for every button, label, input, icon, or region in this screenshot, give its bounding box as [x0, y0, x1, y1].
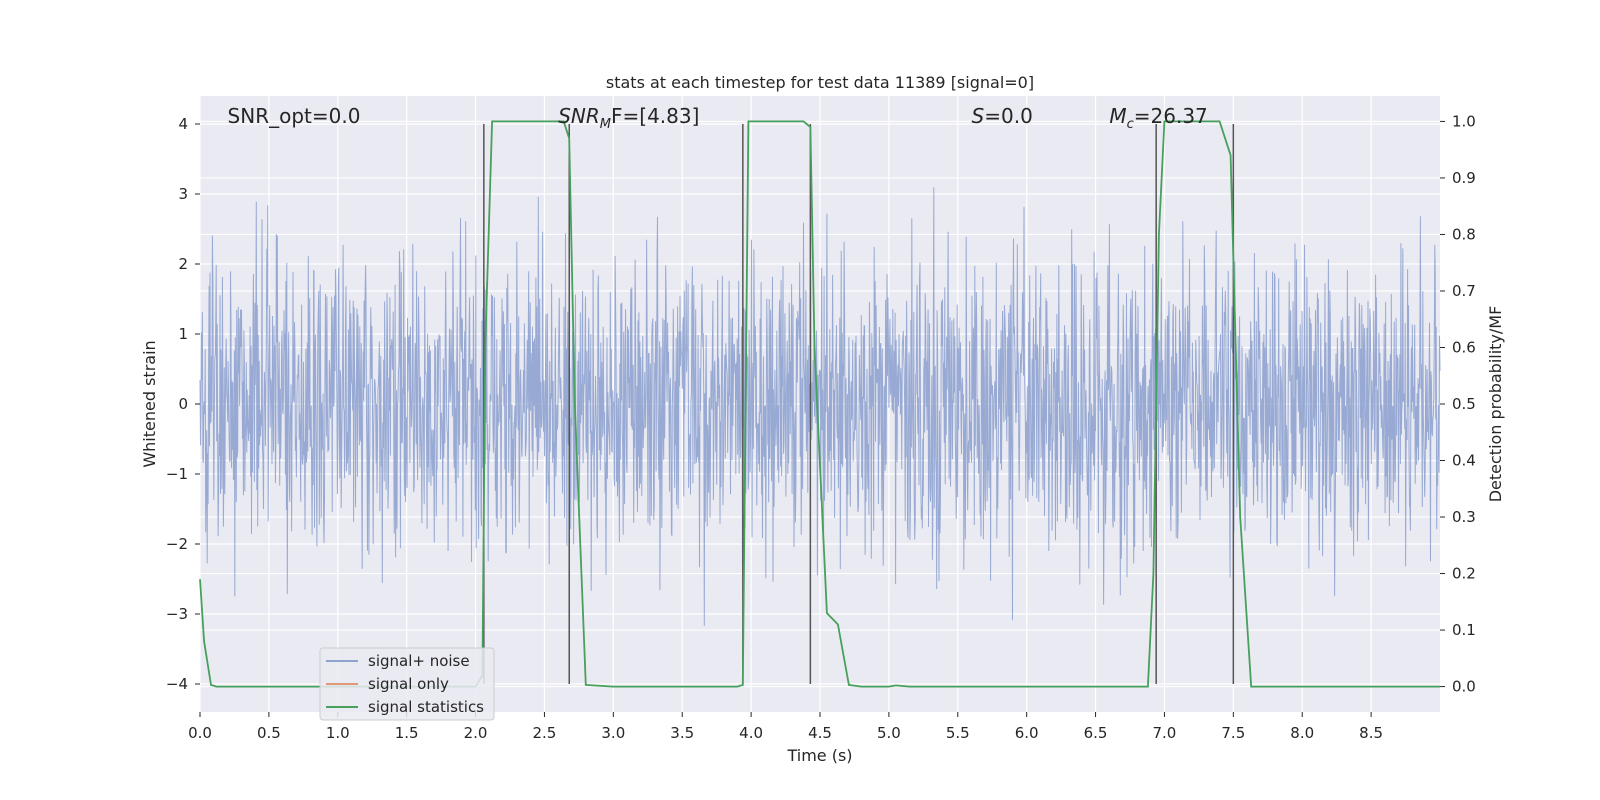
x-axis-ticks: 0.0 0.5 1.0 1.5 2.0 2.5 3.0 3.5 4.0 4.5 5.0 5.5 6.0 6…: [188, 712, 1383, 742]
annotation-snr-mf: SNRMF=[4.83]: [558, 104, 699, 132]
annotation-text: F=[4.83]: [611, 104, 699, 128]
y-tick-label: 0: [178, 395, 188, 413]
y2-tick-label: 0.1: [1452, 621, 1476, 639]
x-tick-label: 2.5: [533, 724, 557, 742]
y-tick-label: −3: [166, 605, 188, 623]
annotation-italic: M: [1109, 104, 1126, 128]
y-tick-label: 4: [178, 115, 188, 133]
x-tick-label: 5.5: [946, 724, 970, 742]
legend-label-signal-only: signal only: [368, 675, 449, 693]
x-tick-label: 2.0: [464, 724, 488, 742]
y-tick-label: −2: [166, 535, 188, 553]
x-tick-label: 7.5: [1221, 724, 1245, 742]
y2-tick-label: 0.4: [1452, 452, 1476, 470]
annotations: SNR_opt=0.0 SNRMF=[4.83] S=0.0 Mc=26.37: [228, 104, 1208, 132]
annotation-snr-opt: SNR_opt=0.0: [228, 104, 361, 128]
annotation-text: =0.0: [984, 104, 1033, 128]
x-tick-label: 1.5: [395, 724, 419, 742]
annotation-text: SNR_opt=0.0: [228, 104, 361, 128]
x-tick-label: 4.5: [808, 724, 832, 742]
y2-tick-label: 0.2: [1452, 565, 1476, 583]
chart-title: stats at each timestep for test data 113…: [606, 73, 1034, 92]
x-tick-label: 7.0: [1153, 724, 1177, 742]
annotation-italic: S: [972, 104, 985, 128]
annotation-text: =26.37: [1134, 104, 1208, 128]
legend-box: [319, 647, 495, 721]
y-tick-label: −1: [166, 465, 188, 483]
annotation-subscript: c: [1127, 117, 1134, 132]
y-tick-label: 1: [178, 325, 188, 343]
x-tick-label: 6.5: [1084, 724, 1108, 742]
legend: signal+ noise signal only signal statist…: [319, 647, 495, 721]
annotation-s-val: S=0.0: [972, 104, 1033, 128]
y2-tick-label: 1.0: [1452, 112, 1476, 130]
y2-tick-label: 0.3: [1452, 508, 1476, 526]
x-tick-label: 8.5: [1359, 724, 1383, 742]
legend-label-signal-statistics: signal statistics: [368, 698, 484, 716]
legend-label-signal-noise: signal+ noise: [368, 652, 470, 670]
y2-tick-label: 0.5: [1452, 395, 1476, 413]
x-tick-label: 5.0: [877, 724, 901, 742]
y2-axis-ticks: 1.0 0.9 0.8 0.7 0.6 0.5 0.4 0.3 0.2 0.1 0.0: [1440, 112, 1476, 696]
x-axis-label: Time (s): [786, 746, 852, 765]
x-tick-label: 3.5: [670, 724, 694, 742]
x-tick-label: 3.0: [601, 724, 625, 742]
y-axis-label: Whitened strain: [140, 340, 159, 467]
y2-tick-label: 0.9: [1452, 169, 1476, 187]
x-tick-label: 0.5: [257, 724, 281, 742]
annotation-subscript: M: [600, 117, 611, 132]
x-tick-label: 1.0: [326, 724, 350, 742]
y2-tick-label: 0.7: [1452, 282, 1476, 300]
y2-axis-label: Detection probability/MF: [1486, 306, 1505, 503]
x-tick-label: 0.0: [188, 724, 212, 742]
y2-tick-label: 0.0: [1452, 678, 1476, 696]
y2-tick-label: 0.6: [1452, 338, 1476, 356]
annotation-italic: SNR: [558, 104, 600, 128]
annotation-mc-val: Mc=26.37: [1109, 104, 1207, 132]
x-tick-label: 4.0: [739, 724, 763, 742]
y-axis-ticks: 4 3 2 1 0 −1 −2 −3 −4: [166, 115, 200, 693]
x-tick-label: 8.0: [1290, 724, 1314, 742]
y-tick-label: 3: [178, 185, 188, 203]
x-tick-label: 6.0: [1015, 724, 1039, 742]
y-tick-label: −4: [166, 675, 188, 693]
y2-tick-label: 0.8: [1452, 225, 1476, 243]
y-tick-label: 2: [178, 255, 188, 273]
